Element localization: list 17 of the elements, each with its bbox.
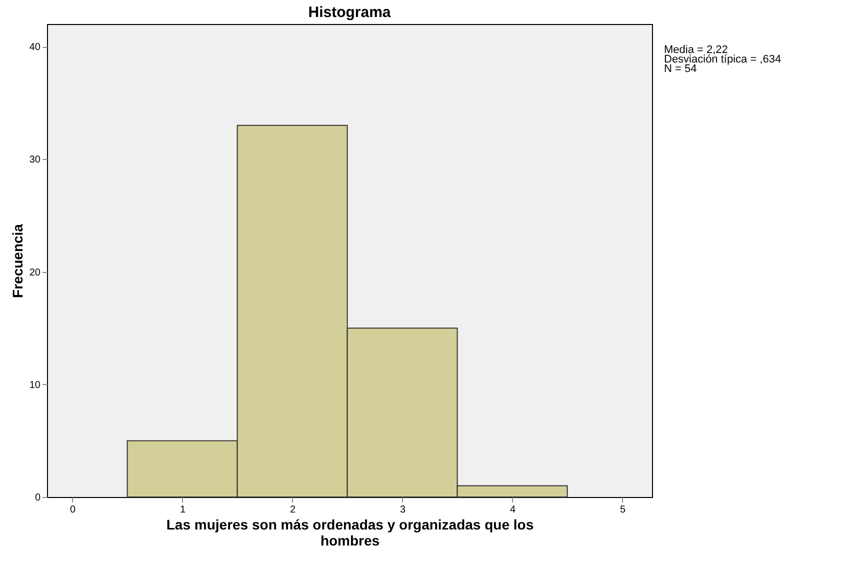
x-tick-label: 0 [70, 504, 76, 516]
y-tick-label: 40 [29, 42, 41, 54]
x-tick-label: 4 [510, 504, 516, 516]
y-tick-label: 0 [34, 492, 41, 504]
chart-title: Histograma [308, 4, 392, 21]
x-axis-title: Las mujeres son más ordenadas y organizadas que los hombres [166, 516, 534, 548]
y-tick-label: 20 [29, 267, 41, 278]
text: Media = 2,22 [664, 44, 728, 56]
x-tick-label: 2 [290, 504, 296, 516]
text: Desviación típica = ,634 [664, 54, 782, 66]
x-tick-label: 5 [620, 504, 626, 516]
text: N = 54 [664, 63, 697, 75]
y-tick-label: 10 [29, 380, 41, 391]
x-tick-label: 3 [400, 504, 406, 516]
y-axis-title: Frecuencia [9, 224, 26, 298]
x-tick-label: 1 [180, 504, 186, 516]
y-tick-label: 30 [29, 154, 41, 166]
